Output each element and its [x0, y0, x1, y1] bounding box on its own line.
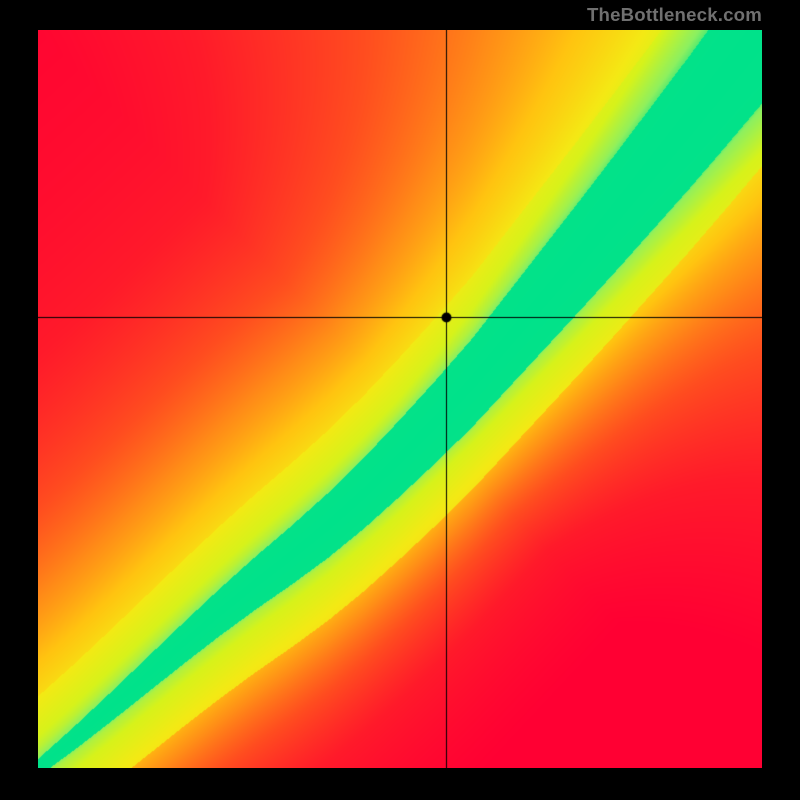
heatmap-canvas	[38, 30, 762, 768]
chart-container: TheBottleneck.com	[0, 0, 800, 800]
watermark-text: TheBottleneck.com	[587, 4, 762, 26]
